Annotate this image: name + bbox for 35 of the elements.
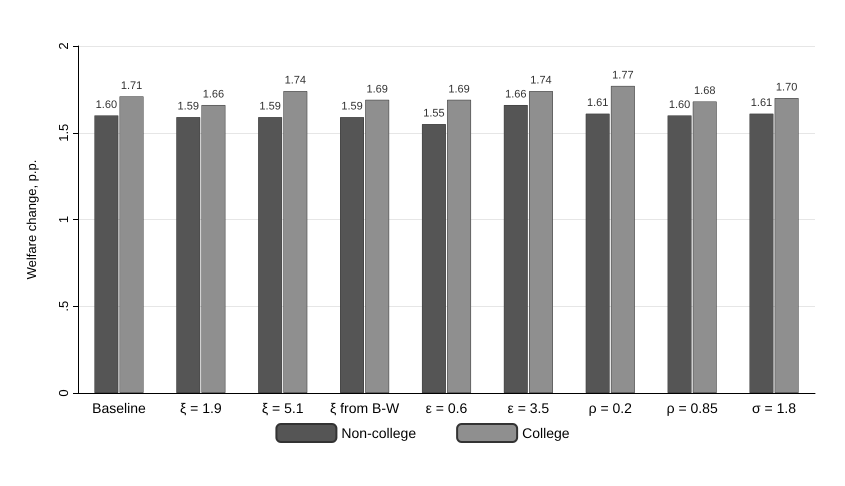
data-label: 1.70 — [776, 82, 798, 94]
data-label: 1.60 — [96, 98, 118, 111]
x-tick-label: Baseline — [92, 400, 146, 416]
data-label: 1.69 — [366, 83, 388, 96]
data-label: 1.61 — [750, 97, 772, 110]
y-tick-label: 0 — [56, 389, 71, 397]
legend-label: College — [522, 425, 570, 441]
data-label: 1.59 — [341, 100, 363, 113]
y-tick-label: .5 — [56, 300, 71, 312]
data-label: 1.71 — [120, 80, 142, 92]
y-tick-label: 1 — [56, 216, 71, 224]
x-tick-label: ε = 3.5 — [508, 400, 550, 416]
data-label: 1.59 — [259, 100, 281, 113]
data-label: 1.66 — [505, 88, 527, 100]
x-tick-label: ρ = 0.2 — [588, 400, 632, 416]
x-tick-label: ξ = 1.9 — [180, 400, 222, 416]
data-label: 1.59 — [178, 100, 199, 113]
data-label: 1.69 — [448, 83, 470, 96]
legend-label: Non-college — [341, 425, 416, 441]
x-tick-label: σ = 1.8 — [752, 400, 796, 416]
data-label: 1.66 — [202, 88, 224, 100]
data-label: 1.68 — [694, 85, 716, 98]
data-label: 1.55 — [423, 108, 445, 120]
data-label: 1.74 — [530, 74, 552, 87]
y-tick-label: 1.5 — [56, 124, 71, 142]
y-axis-title: Welfare change, p.p. — [24, 160, 39, 280]
x-tick-label: ξ = 5.1 — [262, 400, 304, 416]
data-label: 1.61 — [586, 97, 608, 110]
data-label: 1.60 — [668, 98, 690, 111]
x-tick-label: ε = 0.6 — [426, 400, 468, 416]
x-tick-label: ρ = 0.85 — [666, 400, 718, 416]
x-tick-label: ξ from B-W — [330, 400, 400, 416]
data-label: 1.74 — [284, 74, 306, 87]
y-tick-label: 2 — [56, 42, 71, 50]
data-label: 1.77 — [612, 69, 634, 82]
